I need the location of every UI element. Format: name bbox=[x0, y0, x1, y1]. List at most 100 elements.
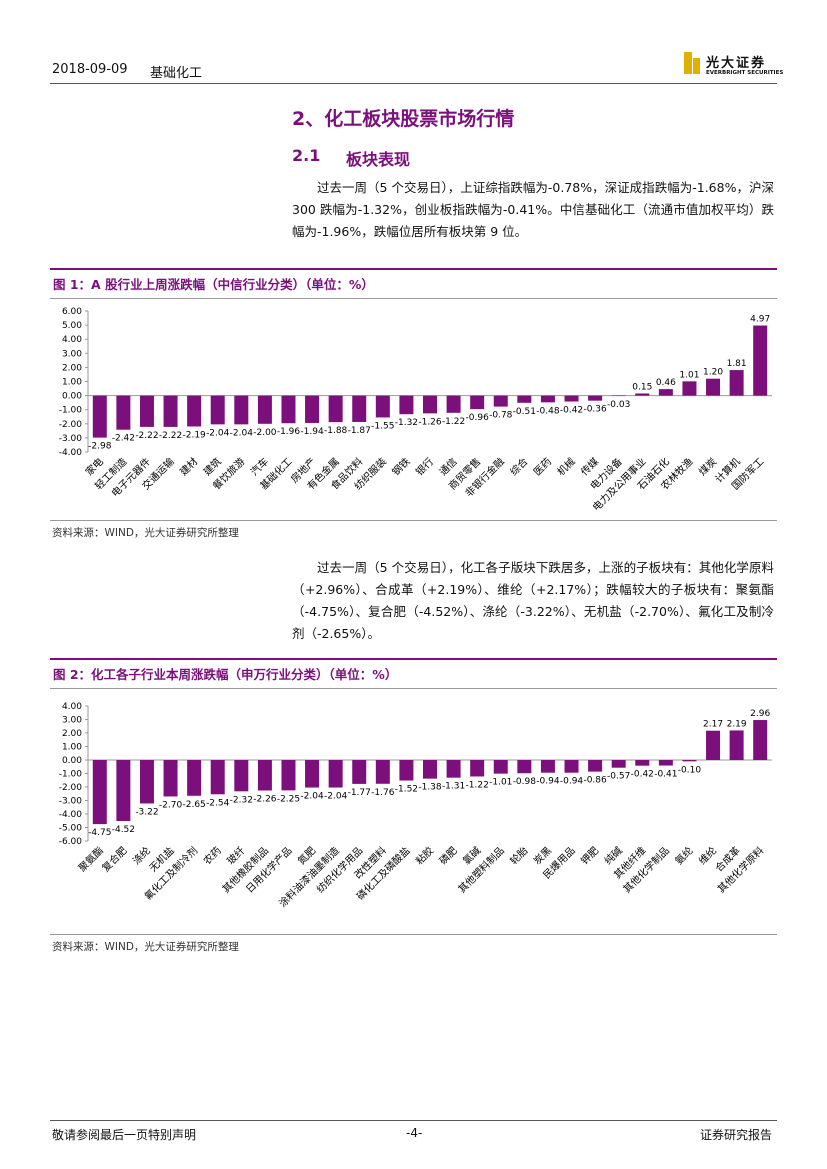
bar bbox=[328, 760, 343, 788]
value-label: -2.25 bbox=[277, 794, 300, 804]
bar bbox=[753, 325, 768, 396]
x-tick-label: 聚氨酯 bbox=[76, 844, 106, 874]
bar bbox=[611, 760, 626, 768]
value-label: -0.42 bbox=[631, 770, 654, 780]
value-label: -0.96 bbox=[466, 413, 490, 423]
y-tick-label: -5.00 bbox=[59, 824, 83, 834]
y-tick-label: -2.00 bbox=[59, 783, 83, 793]
bar bbox=[540, 395, 555, 403]
value-label: -1.26 bbox=[418, 417, 442, 427]
paragraph: 过去一周（5 个交易日），化工各子版块下跌居多，上涨的子板块有：其他化学原料（+… bbox=[292, 560, 774, 641]
value-label: -0.36 bbox=[583, 405, 607, 415]
x-tick-label: 机械 bbox=[554, 455, 577, 478]
y-tick-label: -4.00 bbox=[59, 448, 83, 458]
y-tick-label: 2.00 bbox=[62, 363, 82, 373]
figure-title: 图 1：A 股行业上周涨跌幅（中信行业分类）（单位：%） bbox=[50, 268, 777, 299]
bar bbox=[210, 395, 225, 425]
value-label: -0.03 bbox=[607, 400, 630, 410]
value-label: 1.20 bbox=[703, 368, 723, 378]
value-label: -0.86 bbox=[583, 776, 607, 786]
bar bbox=[493, 395, 508, 407]
value-label: -1.01 bbox=[489, 778, 512, 788]
y-tick-label: -6.00 bbox=[59, 837, 83, 847]
value-label: -0.51 bbox=[513, 407, 536, 417]
figure-rule bbox=[50, 934, 777, 935]
bar bbox=[187, 395, 202, 427]
value-label: -0.94 bbox=[536, 777, 560, 787]
bar bbox=[257, 395, 272, 424]
value-label: -2.26 bbox=[253, 795, 277, 805]
value-label: -2.22 bbox=[159, 431, 182, 441]
bar bbox=[446, 395, 461, 413]
bar bbox=[729, 730, 744, 760]
bar bbox=[423, 395, 437, 414]
y-tick-label: 2.00 bbox=[62, 729, 82, 739]
bar bbox=[116, 760, 131, 822]
bar bbox=[187, 760, 202, 796]
chart: 4.00 3.00 2.00 1.00 0.00 -1.00 -2.00 -3.00 -4.00… bbox=[59, 702, 772, 910]
y-tick-label: -2.00 bbox=[59, 420, 83, 430]
bar bbox=[210, 760, 225, 795]
value-label: 2.19 bbox=[727, 719, 747, 729]
bar bbox=[116, 395, 131, 430]
bar bbox=[423, 760, 437, 779]
value-label: -2.42 bbox=[112, 434, 135, 444]
value-label: 2.96 bbox=[750, 709, 770, 719]
value-label: 2.17 bbox=[703, 720, 723, 730]
value-label: -1.87 bbox=[348, 426, 371, 436]
value-label: -1.77 bbox=[348, 788, 371, 798]
y-tick-label: 4.00 bbox=[62, 702, 82, 712]
y-tick-label: -1.00 bbox=[59, 406, 83, 416]
x-tick-label: 农药 bbox=[201, 844, 224, 867]
footer-type: 证券研究报告 bbox=[700, 1128, 773, 1142]
y-tick-label: 3.00 bbox=[62, 716, 82, 726]
x-tick-label: 复合肥 bbox=[99, 844, 129, 874]
value-label: -1.52 bbox=[395, 785, 418, 795]
value-label: -0.48 bbox=[536, 406, 560, 416]
value-label: 0.15 bbox=[632, 382, 652, 392]
bar bbox=[493, 760, 508, 774]
header-rule bbox=[50, 83, 777, 84]
x-tick-label: 钢铁 bbox=[389, 455, 412, 478]
bar bbox=[446, 760, 461, 778]
value-label: 4.97 bbox=[750, 315, 770, 325]
bar bbox=[163, 760, 178, 797]
bar bbox=[352, 760, 367, 784]
value-label: -1.55 bbox=[371, 421, 394, 431]
bar bbox=[706, 730, 721, 760]
value-label: -2.22 bbox=[135, 431, 158, 441]
logo-name: 光大证券 bbox=[706, 56, 767, 71]
y-tick-label: 4.00 bbox=[62, 335, 82, 345]
bar bbox=[658, 389, 673, 396]
bar bbox=[305, 395, 320, 423]
bar bbox=[257, 760, 272, 791]
y-tick-label: -3.00 bbox=[59, 434, 83, 444]
bar bbox=[706, 378, 721, 396]
bar bbox=[517, 760, 532, 774]
bar bbox=[564, 760, 579, 773]
bar bbox=[470, 760, 485, 777]
bar bbox=[163, 395, 178, 427]
x-tick-label: 建材 bbox=[177, 455, 200, 478]
bar bbox=[470, 395, 485, 410]
figure-title: 图 2：化工各子行业本周涨跌幅（申万行业分类）（单位：%） bbox=[50, 658, 777, 689]
value-label: -0.10 bbox=[678, 765, 702, 775]
value-label: -2.04 bbox=[324, 792, 348, 802]
x-tick-label: 综合 bbox=[507, 455, 530, 478]
value-label: -0.41 bbox=[654, 770, 677, 780]
bar bbox=[399, 395, 414, 415]
figure-source: 资料来源：WIND，光大证券研究所整理 bbox=[52, 527, 239, 539]
value-label: -1.32 bbox=[395, 418, 418, 428]
value-label: -2.32 bbox=[230, 795, 253, 805]
bar bbox=[682, 381, 697, 396]
value-label: -3.22 bbox=[135, 807, 158, 817]
bar bbox=[564, 395, 579, 402]
value-label: -1.22 bbox=[442, 417, 465, 427]
bar bbox=[588, 395, 603, 401]
footer-disclaimer: 敬请参阅最后一页特别声明 bbox=[52, 1128, 197, 1142]
value-label: -1.94 bbox=[300, 427, 324, 437]
x-tick-label: 钾肥 bbox=[578, 844, 601, 867]
footer-page: -4- bbox=[406, 1126, 423, 1140]
bar bbox=[375, 395, 390, 418]
